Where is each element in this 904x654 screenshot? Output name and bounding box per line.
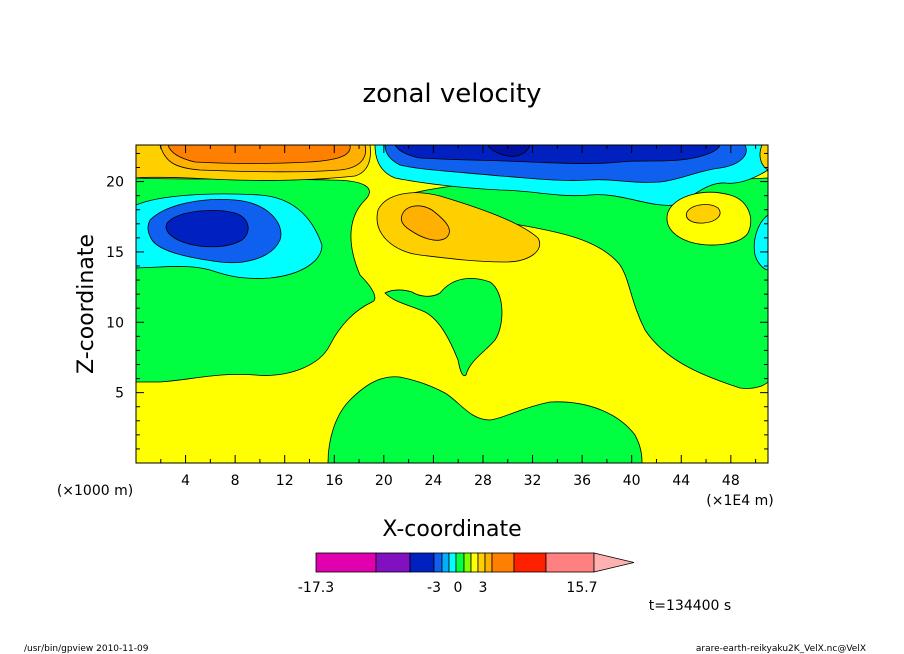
contour-region-darkorange-top-left [167,145,351,164]
colorbar-label: -3 [427,580,441,596]
x-tick-label: 32 [524,473,542,489]
x-tick-label: 44 [672,473,690,489]
time-label: t=134400 s [649,598,731,614]
colorbar-segment [409,552,435,573]
y-tick-label: 10 [106,315,124,331]
colorbar-label: 0 [454,580,463,596]
colorbar-label: 3 [479,580,488,596]
colorbar-arrow [593,552,635,573]
contour-region-navy-top-right [487,145,531,157]
contour-region-cyan-right-edge [753,214,768,271]
footer-right: arare-earth-reikyaku2K_VelX.nc@VelX [696,644,866,654]
y-axis: 5 10 15 20 [106,152,768,450]
x-tick-label: 16 [325,473,343,489]
contour-region-green-island [384,278,503,377]
x-tick-label: 48 [722,473,740,489]
x-tick-label: 12 [276,473,294,489]
x-tick-label: 36 [573,473,591,489]
colorbar-segment [470,552,479,573]
x-tick-label: 4 [181,473,190,489]
contour-field [136,145,768,463]
colorbar-segment [491,552,515,573]
contour-region-orange-right [685,204,721,224]
colorbar-segment [463,552,472,573]
y-unit-label: (×1000 m) [57,483,133,499]
footer-left: /usr/bin/gpview 2010-11-09 [24,644,149,654]
colorbar-segment [315,552,377,573]
colorbar-segment [477,552,486,573]
y-tick-label: 5 [115,386,124,402]
x-axis-title: X-coordinate [382,517,521,542]
contour-region-orange-mid [400,205,450,241]
contour-region-darkblue-left [165,210,249,248]
colorbar-segment [433,552,443,573]
x-tick-label: 8 [231,473,240,489]
colorbar-segment [545,552,595,573]
colorbar-label: 15.7 [566,580,597,596]
plot-frame [135,144,769,464]
colorbar-segment [513,552,547,573]
x-tick-label: 24 [424,473,442,489]
colorbar-segment [448,552,457,573]
x-tick-label: 40 [623,473,641,489]
x-unit-label: (×1E4 m) [706,493,773,509]
colorbar [315,552,635,573]
y-tick-label: 20 [106,175,124,191]
colorbar-segment [375,552,411,573]
y-axis-title: Z-coordinate [74,234,99,374]
contour-region-darkblue-top-right [394,145,721,164]
colorbar-labels: -17.3 -3 0 3 15.7 [298,580,598,596]
colorbar-segment [484,552,493,573]
y-tick-label: 15 [106,245,124,261]
colorbar-segment [455,552,465,573]
x-tick-label: 20 [375,473,393,489]
colorbar-segment [441,552,450,573]
x-axis: 4 8 12 16 20 24 28 32 36 40 44 48 [160,145,757,489]
colorbar-label: -17.3 [298,580,334,596]
chart-title: zonal velocity [362,79,541,109]
x-tick-label: 28 [474,473,492,489]
contour-region-green-bottom [327,376,643,463]
